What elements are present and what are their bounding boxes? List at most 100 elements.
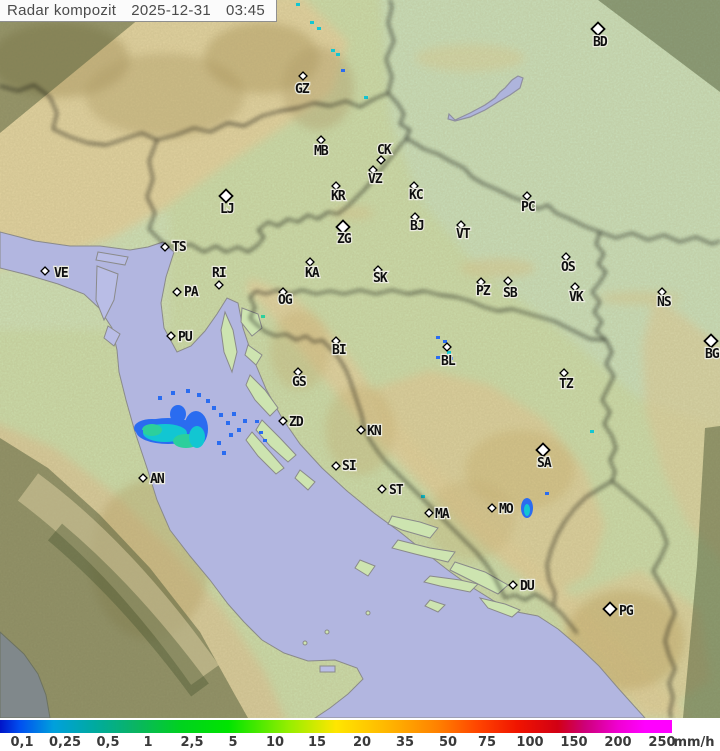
legend-label: 0,1 — [10, 735, 34, 750]
radar-echo-speck — [259, 431, 263, 434]
legend-label: 50 — [438, 735, 458, 750]
city-marker-PC — [522, 191, 532, 201]
radar-echo-speck — [331, 49, 335, 52]
city-label-SK: SK — [373, 271, 388, 286]
radar-echo-speck — [449, 357, 453, 360]
radar-echo-speck — [336, 53, 340, 56]
city-marker-DU — [508, 580, 518, 590]
radar-echo-speck — [263, 439, 267, 442]
lake-balaton — [447, 75, 524, 122]
city-label-AN: AN — [150, 472, 165, 487]
city-marker-VK — [570, 282, 580, 292]
city-label-TS: TS — [172, 240, 187, 255]
city-marker-BJ — [410, 212, 420, 222]
city-label-KC: KC — [409, 188, 423, 203]
city-label-KN: KN — [367, 424, 382, 439]
radar-echo-dot — [158, 396, 162, 400]
city-label-MO: MO — [499, 502, 514, 517]
radar-echoes — [134, 3, 594, 518]
radar-echo-speck — [443, 340, 447, 343]
city-label-RI: RI — [212, 266, 226, 281]
city-label-GS: GS — [292, 375, 307, 390]
city-marker-SB — [503, 276, 513, 286]
city-label-GZ: GZ — [295, 82, 310, 97]
legend-label: 2,5 — [180, 735, 204, 750]
radar-echo — [170, 405, 186, 423]
city-label-OS: OS — [561, 260, 576, 275]
radar-echo-speck — [421, 495, 425, 498]
city-label-TZ: TZ — [559, 377, 574, 392]
city-label-MA: MA — [435, 507, 450, 522]
city-marker-SA — [535, 442, 551, 458]
radar-echo-dot — [226, 421, 230, 425]
radar-echo-dot — [197, 393, 201, 397]
city-marker-TS — [160, 242, 170, 252]
city-label-PU: PU — [178, 330, 193, 345]
city-marker-PG — [602, 601, 618, 617]
city-label-BG: BG — [705, 347, 720, 362]
city-marker-BL — [442, 342, 452, 352]
city-marker-ZD — [278, 416, 288, 426]
city-marker-NS — [657, 287, 667, 297]
city-label-DU: DU — [520, 579, 535, 594]
city-marker-OS — [561, 252, 571, 262]
legend-label: 75 — [477, 735, 497, 750]
city-marker-KN — [356, 425, 366, 435]
legend-label: 35 — [395, 735, 415, 750]
city-label-VE: VE — [54, 266, 68, 281]
legend-label: 150 — [560, 735, 588, 750]
radar-map-canvas: VE TS RI PA PU AN LJ GZ MB CK VZ KR ZG KA KC BJ VT PC BD SK… — [0, 0, 720, 718]
city-label-VK: VK — [569, 290, 584, 305]
city-marker-BG — [703, 333, 719, 349]
city-marker-KA — [305, 257, 315, 267]
city-label-KA: KA — [305, 266, 320, 281]
city-label-OG: OG — [278, 293, 293, 308]
city-markers: VE TS RI PA PU AN LJ GZ MB CK VZ KR ZG KA KC BJ VT PC BD SK… — [40, 21, 720, 620]
observation-date: 2025-12-31 — [131, 2, 211, 19]
city-marker-ST — [377, 484, 387, 494]
out-of-range-shading — [0, 0, 720, 718]
legend-label: 0,5 — [96, 735, 120, 750]
radar-echo-speck — [261, 315, 265, 318]
city-label-ZG: ZG — [337, 232, 352, 247]
city-label-LJ: LJ — [220, 202, 234, 217]
city-label-NS: NS — [657, 295, 672, 310]
radar-echo-speck — [317, 27, 321, 30]
city-marker-MA — [424, 508, 434, 518]
radar-echo-speck — [436, 356, 440, 359]
radar-echo-dot — [237, 428, 241, 432]
city-label-PG: PG — [619, 604, 634, 619]
radar-echo-speck — [590, 430, 594, 433]
city-marker-RI — [214, 280, 224, 290]
city-marker-KR — [331, 181, 341, 191]
legend-label: 1 — [143, 735, 153, 750]
city-label-SA: SA — [537, 456, 552, 471]
city-label-BD: BD — [593, 35, 608, 50]
radar-echo-speck — [296, 3, 300, 6]
title-bar: Radar kompozit 2025-12-31 03:45 — [0, 0, 278, 22]
radar-echo-speck — [545, 492, 549, 495]
city-marker-AN — [138, 473, 148, 483]
venice-lagoon — [95, 251, 129, 347]
city-marker-MO — [487, 503, 497, 513]
legend-label: 200 — [604, 735, 632, 750]
city-label-SB: SB — [503, 286, 518, 301]
city-marker-KC — [409, 181, 419, 191]
rain-rate-legend: 0,1 0,25 0,5 1 2,5 5 10 15 20 35 50 75 100 150 200 250 … — [0, 718, 720, 751]
radar-echo-speck — [364, 96, 368, 99]
city-marker-TZ — [559, 368, 569, 378]
city-marker-SI — [331, 461, 341, 471]
legend-label: 0,25 — [48, 735, 82, 750]
city-marker-GZ — [298, 71, 308, 81]
legend-label: 250 — [648, 735, 676, 750]
adriatic-sea — [0, 231, 646, 718]
radar-echo — [189, 426, 205, 448]
city-label-ZD: ZD — [289, 415, 304, 430]
radar-echo-dot — [219, 413, 223, 417]
city-label-ST: ST — [389, 483, 404, 498]
app-title: Radar kompozit — [7, 2, 117, 19]
city-marker-BI — [331, 336, 341, 346]
city-marker-PU — [166, 331, 176, 341]
city-label-KR: KR — [331, 189, 346, 204]
city-marker-VE — [40, 266, 50, 276]
